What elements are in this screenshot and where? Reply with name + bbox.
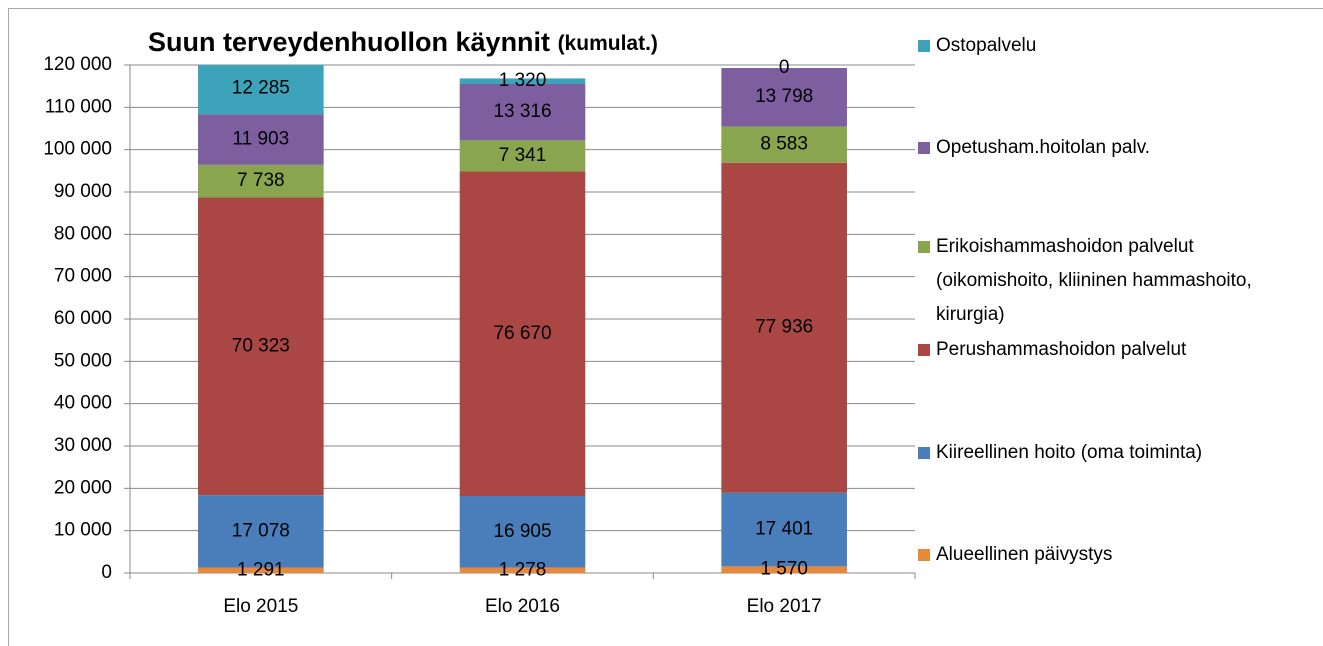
bar-segment [459, 567, 586, 573]
y-tick-label: 10 000 [54, 520, 112, 541]
legend-item: Perushammashoidon palvelut [918, 333, 1318, 367]
y-tick-label: 30 000 [54, 435, 112, 456]
value-label: 1 291 [237, 559, 285, 580]
legend-label: Alueellinen päivystys [936, 544, 1113, 565]
bar-segment [198, 197, 324, 496]
value-label: 77 936 [755, 317, 813, 338]
bar-segment [198, 495, 324, 568]
chart-title: Suun terveydenhuollon käynnit (kumulat.) [148, 27, 658, 57]
y-tick-label: 110 000 [45, 96, 112, 117]
value-label: 7 341 [499, 145, 547, 166]
bar-segment [459, 84, 586, 141]
bar-segment [459, 140, 586, 172]
labels: 0 10 000 20 000 30 000 40 000 50 000 60 000 70 … [43, 54, 821, 617]
legend-swatch [918, 40, 930, 52]
subtitle: (kumulat.) [558, 32, 658, 55]
bar-segment [459, 496, 586, 568]
value-label: 12 285 [232, 77, 290, 98]
bar-segment [721, 492, 847, 567]
y-tick-label: 120 000 [43, 54, 112, 75]
value-label: 13 316 [493, 101, 551, 122]
value-label: 1 278 [499, 559, 547, 580]
bar-segment [721, 126, 847, 163]
value-label: 17 401 [755, 519, 813, 540]
bars [198, 65, 847, 573]
y-tick-label: 100 000 [43, 139, 112, 160]
legend-item: Erikoishammashoidon palvelut (oikomishoi… [918, 230, 1318, 332]
value-label: 76 670 [493, 323, 551, 344]
legend-label: Kiireellinen hoito (oma toiminta) [936, 442, 1203, 463]
legend-swatch [918, 344, 930, 356]
x-tick-label: Elo 2017 [747, 596, 822, 617]
bar-segment [721, 566, 847, 573]
value-label: 1 570 [760, 559, 808, 580]
x-tick-label: Elo 2015 [223, 596, 298, 617]
y-tick-label: 70 000 [54, 266, 112, 287]
y-tick-label: 50 000 [54, 350, 112, 371]
value-label: 11 903 [232, 129, 289, 150]
legend-label: Perushammashoidon palvelut [936, 339, 1187, 360]
bar-segment [721, 68, 847, 127]
bar-segment [459, 171, 586, 497]
value-label: 13 798 [755, 86, 813, 107]
legend-label: Ostopalvelu [936, 35, 1037, 56]
y-tick-label: 0 [101, 562, 112, 583]
value-label: 70 323 [232, 335, 290, 356]
legend-swatch [918, 549, 930, 561]
bar-segment [198, 65, 324, 115]
x-tick-label: Elo 2016 [485, 596, 560, 617]
y-tick-label: 60 000 [54, 308, 112, 329]
value-label: 16 905 [493, 521, 551, 542]
value-label: 0 [779, 57, 790, 78]
y-tick-label: 80 000 [54, 223, 112, 244]
legend-label: Opetusham.hoitolan palv. [936, 137, 1151, 158]
bar-segment [198, 164, 324, 198]
legend-item: Kiireellinen hoito (oma toiminta) [918, 436, 1318, 470]
bar-segment [198, 114, 324, 165]
legend-item: Ostopalvelu [918, 29, 1318, 63]
y-tick-label: 90 000 [54, 181, 112, 202]
y-tick-label: 40 000 [54, 393, 112, 414]
frame [8, 8, 1323, 646]
legend-label: Erikoishammashoidon palvelut (oikomishoi… [936, 236, 1252, 325]
legend-swatch [918, 241, 930, 253]
bar-segment [198, 567, 324, 573]
value-label: 1 320 [499, 70, 547, 91]
value-label: 7 738 [237, 170, 285, 191]
y-tick-label: 20 000 [54, 477, 112, 498]
value-label: 8 583 [760, 134, 808, 155]
legend-item: Opetusham.hoitolan palv. [918, 131, 1318, 165]
value-label: 17 078 [232, 520, 290, 541]
bar-segment [721, 162, 847, 493]
legend-item: Alueellinen päivystys [918, 538, 1318, 572]
legend-swatch [918, 142, 930, 154]
bar-segment [459, 78, 586, 85]
title: Suun terveydenhuollon käynnit [148, 27, 550, 57]
legend-swatch [918, 447, 930, 459]
